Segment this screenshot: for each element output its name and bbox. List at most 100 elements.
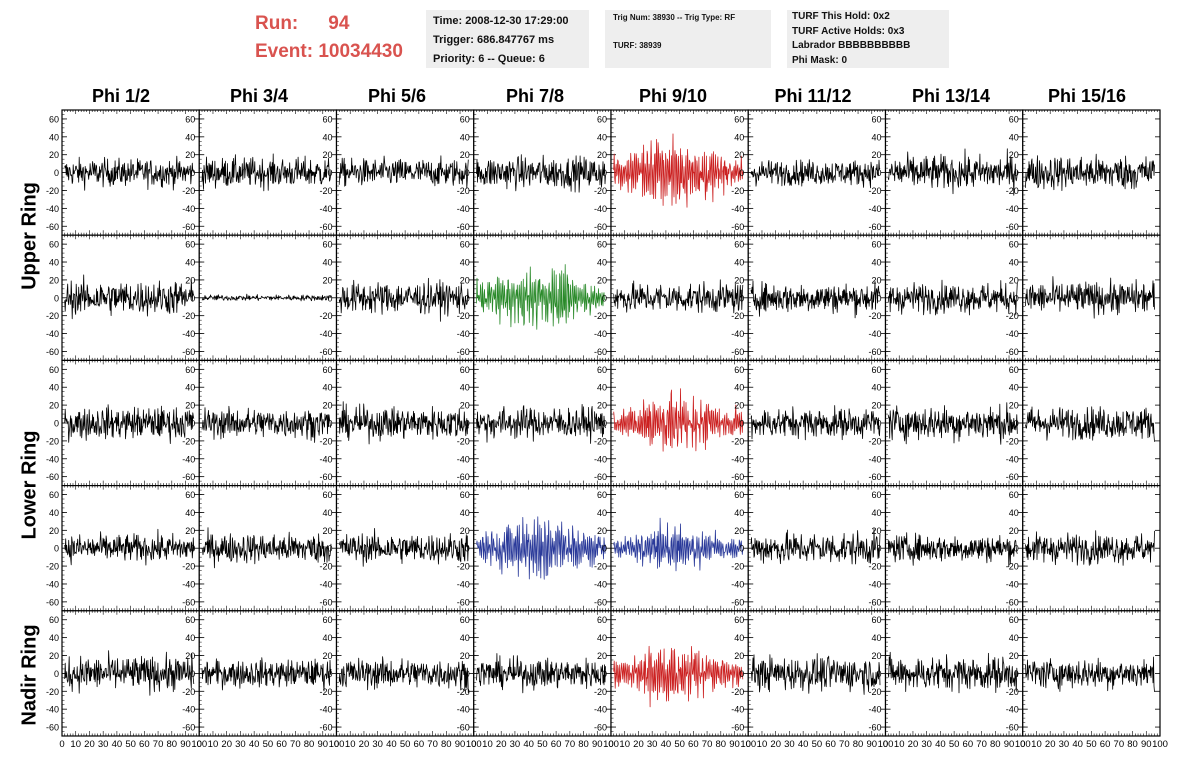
y-tick-label: 40 xyxy=(871,508,881,518)
y-tick-label: -60 xyxy=(1006,472,1019,482)
y-tick-label: -40 xyxy=(1006,329,1019,339)
waveform-panel-r1-c6: -60 -40 -20 0 20 40 60 xyxy=(731,109,887,236)
y-tick-label: 40 xyxy=(871,258,881,268)
waveform-panel-r4-c7: -60 -40 -20 0 20 40 60 xyxy=(868,485,1024,612)
waveform-trace-red xyxy=(613,133,744,208)
y-tick-label: -20 xyxy=(457,311,470,321)
y-tick-label: 60 xyxy=(734,365,744,375)
y-tick-label: 20 xyxy=(871,526,881,536)
y-tick-label: 0 xyxy=(876,168,881,178)
y-tick-label: 40 xyxy=(1009,383,1019,393)
waveform-trace-black xyxy=(476,404,606,444)
waveform-panel-r2-c1: -60 -40 -20 0 20 40 60 xyxy=(46,234,200,361)
y-tick-label: 20 xyxy=(1009,275,1019,285)
y-tick-label: 20 xyxy=(597,275,607,285)
y-tick-label: -20 xyxy=(319,562,332,572)
waveform-panel-r1-c1: -60 -40 -20 0 20 40 60 xyxy=(46,109,200,236)
y-tick-label: -20 xyxy=(46,562,59,572)
turf-text: TURF: 38939 xyxy=(613,41,662,50)
y-tick-label: -20 xyxy=(731,436,744,446)
y-tick-label: 0 xyxy=(876,419,881,429)
y-tick-label: -60 xyxy=(182,472,195,482)
y-tick-label: 20 xyxy=(185,526,195,536)
y-tick-label: 60 xyxy=(185,490,195,500)
y-tick-label: 20 xyxy=(734,526,744,536)
y-tick-label: 0 xyxy=(739,419,744,429)
y-tick-label: 40 xyxy=(460,258,470,268)
y-tick-label: 0 xyxy=(876,544,881,554)
waveform-panel-r3-c5: -60 -40 -20 0 20 40 60 xyxy=(594,359,749,487)
waveform-panel-r4-c5: -60 -40 -20 0 20 40 60 xyxy=(594,485,749,612)
y-tick-label: -20 xyxy=(1006,311,1019,321)
y-tick-label: -40 xyxy=(319,579,332,589)
y-tick-label: 0 xyxy=(327,293,332,303)
y-tick-label: 0 xyxy=(327,419,332,429)
waveform-panel-r3-c8: -60 -40 -20 0 20 40 60 xyxy=(1006,359,1161,487)
y-tick-label: -40 xyxy=(594,579,607,589)
y-tick-label: -20 xyxy=(868,436,881,446)
y-tick-label: 40 xyxy=(734,132,744,142)
waveform-panel-r2-c5: -60 -40 -20 0 20 40 60 xyxy=(594,234,749,361)
y-tick-label: 60 xyxy=(734,490,744,500)
y-tick-label: 40 xyxy=(734,258,744,268)
y-tick-label: 20 xyxy=(322,150,332,160)
y-tick-label: 60 xyxy=(1009,365,1019,375)
waveform-trace-black xyxy=(201,293,332,302)
y-tick-label: -60 xyxy=(457,347,470,357)
panel-frame xyxy=(747,485,887,612)
y-tick-label: 20 xyxy=(597,401,607,411)
y-tick-label: 0 xyxy=(1014,168,1019,178)
y-tick-label: 0 xyxy=(739,293,744,303)
waveform-trace-black xyxy=(338,155,469,189)
y-tick-label: 60 xyxy=(49,365,59,375)
y-tick-label: 40 xyxy=(49,258,59,268)
y-tick-label: 0 xyxy=(54,419,59,429)
waveform-panel-r1-c2: -60 -40 -20 0 20 40 60 xyxy=(182,109,338,236)
y-tick-label: 60 xyxy=(597,365,607,375)
waveform-trace-black xyxy=(750,280,881,319)
waveform-trace-black xyxy=(64,274,195,320)
y-tick-label: -40 xyxy=(1006,204,1019,214)
y-tick-label: -40 xyxy=(1006,454,1019,464)
turf-info-box: TURF This Hold: 0x2 TURF Active Holds: 0… xyxy=(787,10,949,68)
y-tick-label: 40 xyxy=(185,508,195,518)
waveform-panel-r4-c6: -60 -40 -20 0 20 40 60 xyxy=(731,485,887,612)
y-tick-label: -20 xyxy=(46,436,59,446)
waveform-trace-black xyxy=(64,404,195,444)
waveform-panel-r1-c8: -60 -40 -20 0 20 40 60 xyxy=(1006,109,1161,236)
y-tick-label: -60 xyxy=(731,222,744,232)
y-tick-label: 0 xyxy=(190,544,195,554)
y-tick-label: 60 xyxy=(185,114,195,124)
y-tick-label: -60 xyxy=(1006,347,1019,357)
y-tick-label: -60 xyxy=(46,347,59,357)
column-header-phi-15-16: Phi 15/16 xyxy=(1047,86,1127,106)
y-tick-label: 0 xyxy=(190,419,195,429)
column-header-phi-7-8: Phi 7/8 xyxy=(505,86,565,106)
y-tick-label: 60 xyxy=(871,114,881,124)
y-tick-label: -20 xyxy=(319,186,332,196)
y-tick-label: -20 xyxy=(1006,436,1019,446)
y-tick-label: -60 xyxy=(731,347,744,357)
y-tick-label: 20 xyxy=(460,275,470,285)
y-tick-label: -60 xyxy=(182,347,195,357)
y-tick-label: 60 xyxy=(185,240,195,250)
y-tick-label: 60 xyxy=(871,365,881,375)
y-tick-label: -40 xyxy=(46,579,59,589)
waveform-trace-black xyxy=(887,279,1018,316)
waveform-panel-r2-c4: -60 -40 -20 0 20 40 60 xyxy=(457,234,612,361)
y-tick-label: 20 xyxy=(322,401,332,411)
y-tick-label: 60 xyxy=(597,240,607,250)
y-tick-label: 20 xyxy=(49,651,59,661)
column-header-phi-3-4: Phi 3/4 xyxy=(229,86,289,106)
turf-active-holds: TURF Active Holds: 0x3 xyxy=(792,25,905,37)
y-tick-label: 0 xyxy=(54,544,59,554)
waveform-trace-black xyxy=(1025,406,1155,442)
y-tick-label: 40 xyxy=(49,633,59,643)
labrador-text: Labrador BBBBBBBBBB xyxy=(792,40,911,51)
waveform-panel-r4-c1: -60 -40 -20 0 20 40 60 xyxy=(46,485,200,612)
y-tick-label: -40 xyxy=(319,454,332,464)
y-tick-label: 20 xyxy=(734,275,744,285)
y-tick-label: -60 xyxy=(594,472,607,482)
y-tick-label: -20 xyxy=(1006,186,1019,196)
